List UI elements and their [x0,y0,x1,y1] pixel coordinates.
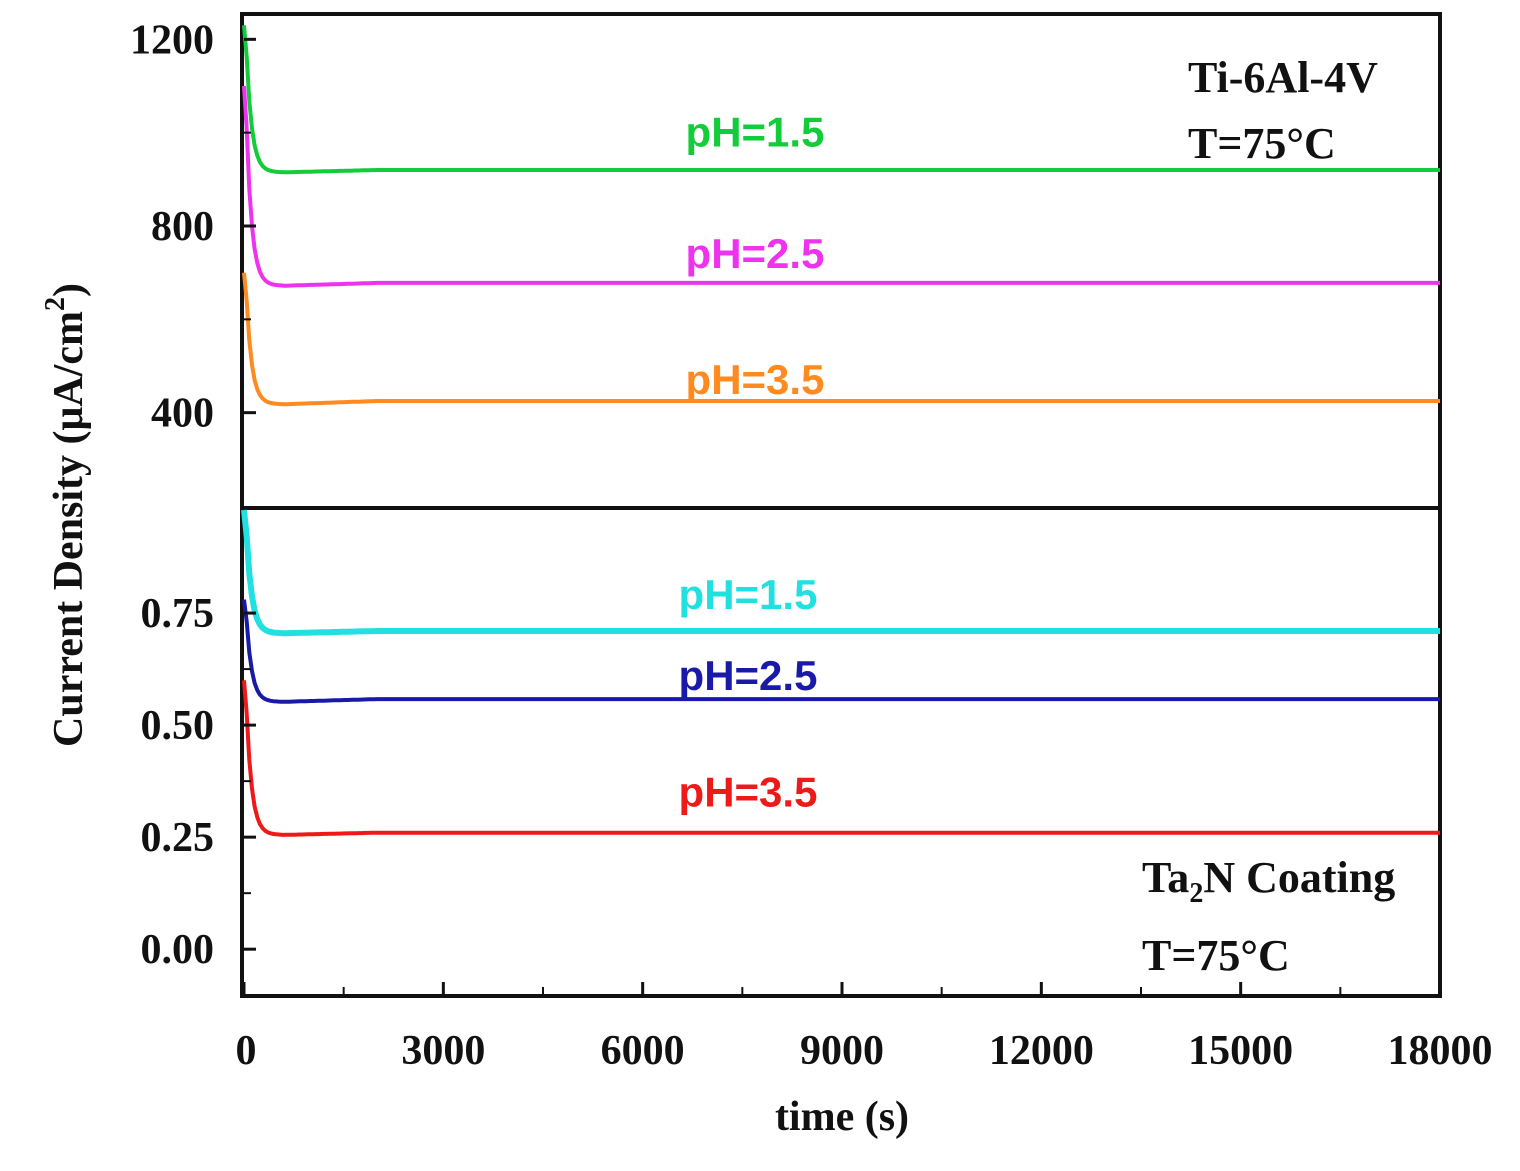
x-axis-title: time (s) [775,1094,909,1140]
annotation-ta2n-sub: 2 [1189,878,1203,909]
series-label-p0-pH=2.5: pH=2.5 [686,230,825,277]
series-label-p1-pH=3.5: pH=3.5 [679,768,818,815]
y-tick-label-p0: 800 [151,204,214,250]
y-axis-title-close: ) [46,283,92,297]
series-label-p1-pH=2.5: pH=2.5 [679,652,818,699]
x-tick-label: 0 [236,1028,257,1074]
annotation-ti-temp: T=75°C [1188,119,1336,168]
series-label-p1-pH=1.5: pH=1.5 [679,571,818,618]
x-tick-label: 15000 [1188,1028,1293,1074]
x-tick-label: 6000 [601,1028,685,1074]
y-axis-title-main: Current Density (μA/cm [46,311,92,747]
y-tick-label-p1: 0.75 [141,591,215,637]
series-line-p0-pH=1.5 [242,25,1440,175]
series-line-p1-pH=2.5 [242,599,1440,704]
y-axis-title: Current Density (μA/cm2) [40,283,92,747]
annotation-ta2n-temp: T=75°C [1142,931,1290,980]
y-axis-title-sup: 2 [40,297,71,311]
series-line-p1-pH=3.5 [242,680,1440,837]
annotation-ta2n-rest: N Coating [1203,853,1395,902]
y-tick-label-p1: 0.25 [141,815,215,861]
y-tick-label-p0: 400 [151,391,214,437]
x-tick-label: 12000 [989,1028,1094,1074]
x-tick-label: 3000 [401,1028,485,1074]
series-label-p0-pH=1.5: pH=1.5 [686,109,825,156]
annotation-ta2n-main: Ta [1142,853,1189,902]
y-tick-label-p1: 0.00 [141,927,215,973]
y-tick-label-p1: 0.50 [141,703,215,749]
chart-ticks: 400 800 1200 0.00 0.25 0.50 0.75 0 3000 6000 9000 1… [130,17,1493,1074]
series-line-p0-pH=2.5 [242,85,1440,288]
series-line-p0-pH=3.5 [242,272,1440,407]
series-label-p0-pH=3.5: pH=3.5 [686,356,825,403]
annotation-ta2n-coating: Ta2N Coating [1142,853,1395,909]
x-tick-label: 18000 [1388,1028,1493,1074]
x-tick-label: 9000 [800,1028,884,1074]
annotation-ti-alloy: Ti-6Al-4V [1188,53,1378,102]
chart-marks: pH=1.5 pH=2.5 pH=3.5 pH=1.5 pH=2.5 pH=3.5 [241,25,1441,837]
panel-frame-bottom [240,506,1442,998]
y-tick-label-p0: 1200 [130,17,214,63]
series-line-p1-pH=1.5 [241,509,1441,637]
